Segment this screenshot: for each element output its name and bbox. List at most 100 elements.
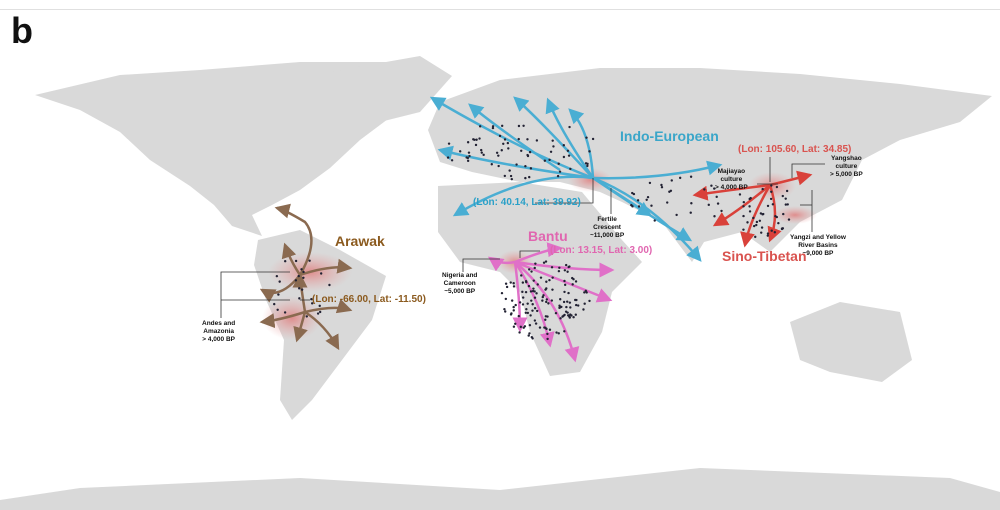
sample-point: [482, 153, 485, 157]
sample-point: [570, 314, 573, 317]
andes-amazonia-note: Andes and Amazonia > 4,000 BP: [202, 320, 236, 343]
sample-point: [517, 314, 521, 318]
indo-european-route-arrow: [592, 176, 653, 217]
sample-point: [514, 322, 517, 325]
sino-tibetan-route-arrow: [712, 184, 771, 227]
sample-point: [567, 315, 571, 318]
sample-point: [546, 337, 549, 341]
sample-point: [569, 167, 572, 171]
sample-point: [533, 319, 537, 322]
sample-point: [524, 164, 527, 168]
yangshao-note: Yangshao culture > 5,000 BP: [830, 155, 863, 178]
sample-point: [566, 149, 570, 152]
sample-point: [524, 311, 528, 314]
sample-point: [466, 159, 470, 163]
sample-point: [542, 261, 546, 264]
sample-point: [582, 308, 585, 311]
sample-point: [531, 303, 534, 306]
sample-point: [495, 151, 499, 154]
africa: [438, 182, 642, 376]
sample-point: [567, 291, 570, 295]
sample-point: [636, 199, 640, 202]
sample-point: [308, 259, 311, 262]
sample-point: [548, 158, 551, 162]
sample-point: [558, 304, 561, 307]
sample-point: [500, 149, 503, 152]
sample-point: [503, 138, 507, 141]
sample-point: [480, 148, 483, 152]
sample-point: [518, 331, 521, 334]
sample-point: [770, 190, 773, 193]
sample-point: [689, 211, 692, 214]
sample-point: [631, 191, 634, 195]
sample-point: [504, 282, 508, 285]
sample-point: [526, 153, 529, 157]
sample-point: [528, 332, 531, 335]
sample-point: [770, 184, 773, 187]
sample-point: [490, 163, 493, 166]
sample-point: [689, 175, 693, 178]
sample-point: [505, 285, 509, 289]
sample-point: [531, 337, 534, 340]
sample-point: [512, 309, 515, 312]
sample-point: [563, 279, 566, 283]
sample-point: [571, 283, 574, 286]
sample-point: [533, 307, 537, 310]
sample-point: [577, 304, 580, 307]
sample-point: [316, 312, 320, 315]
sample-point: [542, 294, 545, 297]
sample-point: [466, 141, 470, 144]
sample-point: [585, 291, 588, 294]
sample-point: [675, 213, 678, 217]
sample-point: [497, 164, 500, 168]
sample-point: [524, 290, 528, 294]
sample-point: [300, 288, 304, 291]
sample-point: [571, 276, 574, 280]
sample-point: [538, 326, 542, 329]
sample-point: [742, 228, 745, 231]
sample-point: [742, 205, 745, 208]
sample-point: [522, 326, 525, 329]
sample-point: [690, 202, 693, 205]
landmasses: [0, 56, 1000, 510]
sample-point: [561, 315, 564, 318]
sample-point: [752, 216, 755, 220]
sample-point: [478, 137, 481, 140]
sample-point: [558, 266, 561, 269]
sample-point: [666, 201, 669, 204]
sample-point: [298, 287, 301, 290]
arawak-route-arrow: [293, 311, 308, 343]
sample-point: [650, 204, 653, 207]
sample-point: [302, 276, 305, 280]
sample-point: [777, 221, 780, 225]
sample-point: [517, 124, 521, 128]
sample-point: [544, 260, 548, 263]
sample-point: [742, 214, 745, 218]
yangzi-halo: [773, 206, 817, 224]
sample-point: [318, 310, 322, 314]
sample-point: [586, 162, 589, 166]
indo-european-route-arrow: [592, 160, 723, 180]
sample-point: [531, 309, 534, 312]
sample-point: [583, 291, 586, 294]
indo-european-route-arrow: [545, 97, 595, 179]
greenland: [330, 56, 452, 122]
sample-point: [529, 314, 532, 317]
sample-point: [562, 144, 566, 147]
sample-point: [558, 170, 562, 173]
sample-points: [273, 124, 791, 341]
sample-point: [755, 220, 759, 224]
sample-point: [515, 163, 518, 166]
bantu-route-arrow: [512, 261, 528, 333]
sample-point: [787, 218, 791, 221]
sample-point: [720, 209, 723, 213]
sample-point: [517, 137, 520, 141]
sample-point: [556, 174, 560, 178]
sample-point: [524, 176, 527, 180]
sample-point: [785, 189, 789, 193]
sample-point: [569, 306, 572, 309]
sample-point: [564, 263, 568, 267]
sample-point: [509, 313, 513, 316]
sample-point: [545, 280, 548, 283]
